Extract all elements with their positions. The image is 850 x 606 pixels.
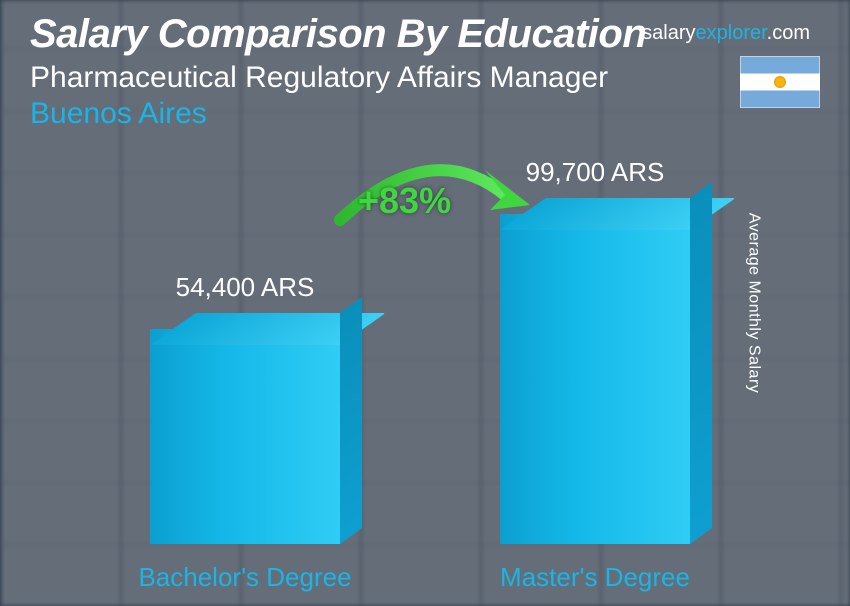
bar-front-face	[150, 329, 340, 544]
bar-bachelors: 54,400 ARS Bachelor's Degree	[150, 329, 340, 544]
bar-3d-shape	[150, 329, 340, 544]
bar-side-face	[690, 182, 712, 544]
site-mid: explorer	[696, 22, 767, 44]
site-prefix: salary	[642, 22, 695, 44]
flag-icon	[740, 56, 820, 108]
site-brand: salaryexplorer.com	[642, 22, 810, 45]
site-suffix: .com	[767, 22, 810, 44]
bar-value: 54,400 ARS	[176, 272, 315, 303]
bar-side-face	[340, 297, 362, 544]
bar-value: 99,700 ARS	[526, 157, 665, 188]
bar-chart: 54,400 ARS Bachelor's Degree 99,700 ARS …	[0, 160, 850, 606]
bar-label: Master's Degree	[500, 562, 690, 593]
bar-3d-shape	[500, 214, 690, 544]
bar-masters: 99,700 ARS Master's Degree	[500, 214, 690, 544]
bar-front-face	[500, 214, 690, 544]
location-label: Buenos Aires	[30, 97, 820, 131]
bar-label: Bachelor's Degree	[138, 562, 351, 593]
job-title: Pharmaceutical Regulatory Affairs Manage…	[30, 61, 820, 95]
